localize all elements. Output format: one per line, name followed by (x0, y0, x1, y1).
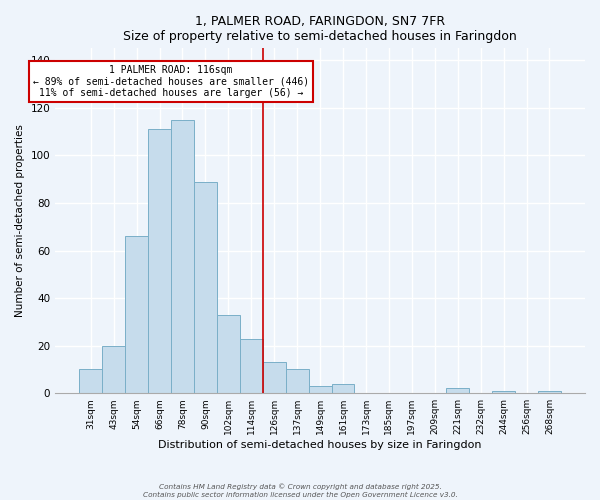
Bar (125, 236, 148, 393)
Bar (194, 182, 217, 393)
Bar (240, 338, 263, 393)
Bar (332, 384, 355, 393)
Y-axis label: Number of semi-detached properties: Number of semi-detached properties (15, 124, 25, 317)
Text: 1 PALMER ROAD: 116sqm
← 89% of semi-detached houses are smaller (446)
11% of sem: 1 PALMER ROAD: 116sqm ← 89% of semi-deta… (33, 65, 309, 98)
Bar (538, 391, 561, 393)
Bar (263, 362, 286, 393)
Bar (446, 388, 469, 393)
Title: 1, PALMER ROAD, FARINGDON, SN7 7FR
Size of property relative to semi-detached ho: 1, PALMER ROAD, FARINGDON, SN7 7FR Size … (123, 15, 517, 43)
Bar (308, 386, 332, 393)
Bar (286, 370, 308, 393)
Text: Contains HM Land Registry data © Crown copyright and database right 2025.
Contai: Contains HM Land Registry data © Crown c… (143, 484, 457, 498)
Bar (148, 129, 171, 393)
Bar (79, 370, 102, 393)
Bar (102, 346, 125, 393)
Bar (492, 391, 515, 393)
X-axis label: Distribution of semi-detached houses by size in Faringdon: Distribution of semi-detached houses by … (158, 440, 482, 450)
Bar (171, 120, 194, 393)
Bar (217, 314, 240, 393)
